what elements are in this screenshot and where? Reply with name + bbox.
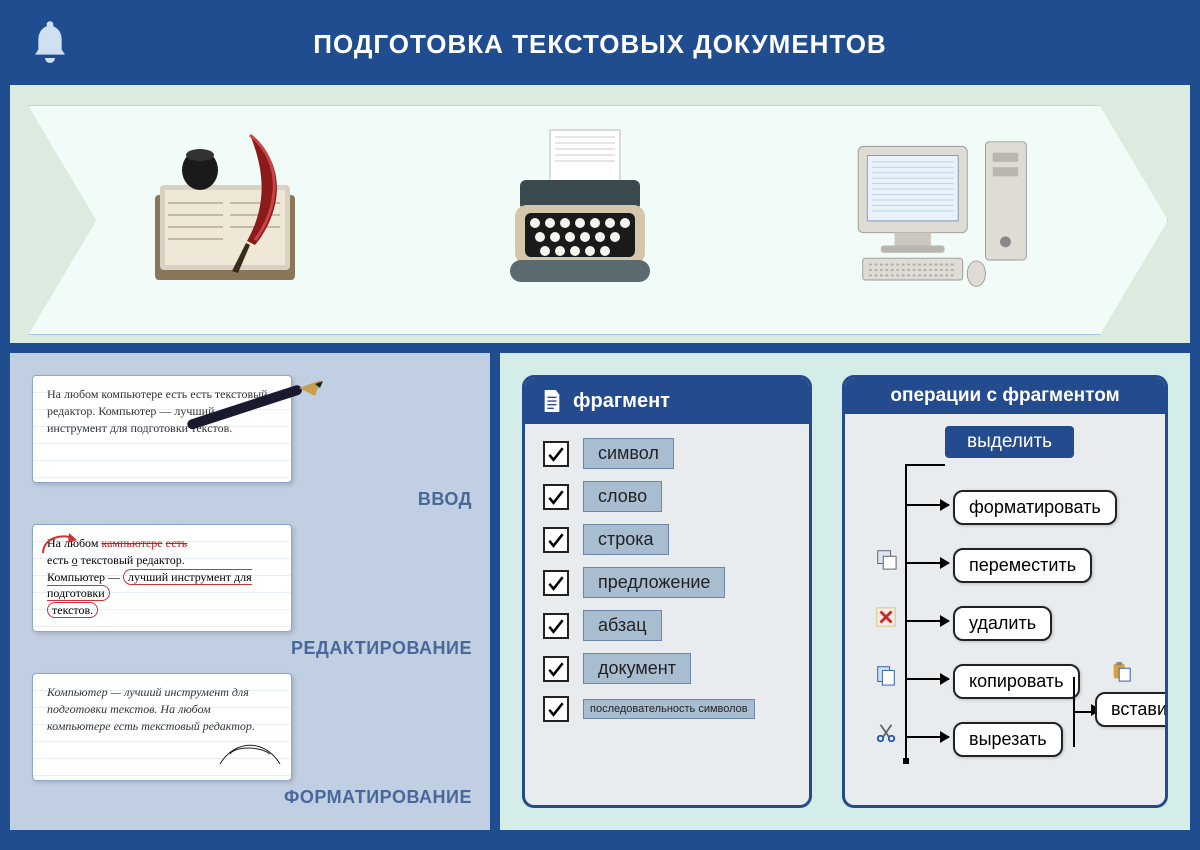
page-title: ПОДГОТОВКА ТЕКСТОВЫХ ДОКУМЕНТОВ: [10, 10, 1190, 75]
pen-icon: [181, 366, 351, 446]
stage-quill: [130, 125, 330, 295]
note-input-card: На любом компьютере есть есть текстовый …: [32, 375, 292, 483]
fragment-item: символ: [543, 438, 791, 469]
checkbox-icon: [543, 441, 569, 467]
move-icon: [875, 548, 897, 570]
copy-icon: [875, 664, 897, 686]
op-move: переместить: [953, 548, 1092, 583]
fragment-header-text: фрагмент: [573, 390, 670, 413]
right-panel: фрагмент символ слово строка предложение абз…: [500, 353, 1190, 830]
checkbox-icon: [543, 484, 569, 510]
op-delete: удалить: [953, 606, 1052, 641]
checkbox-icon: [543, 570, 569, 596]
checkbox-icon: [543, 656, 569, 682]
checkbox-icon: [543, 613, 569, 639]
fragment-header: фрагмент: [525, 378, 809, 424]
delete-icon: [875, 606, 897, 628]
paste-icon: [1110, 660, 1132, 682]
title-text: ПОДГОТОВКА ТЕКСТОВЫХ ДОКУМЕНТОВ: [90, 29, 1110, 60]
fragment-chip: строка: [583, 524, 669, 555]
bell-logo-icon: [30, 18, 70, 71]
fragment-chip: слово: [583, 481, 662, 512]
checkbox-icon: [543, 527, 569, 553]
op-cut: вырезать: [953, 722, 1063, 757]
fragment-item: слово: [543, 481, 791, 512]
fragment-box: фрагмент символ слово строка предложение абз…: [522, 375, 812, 808]
op-copy: копировать: [953, 664, 1080, 699]
fragment-item: последовательность символов: [543, 696, 791, 722]
desktop-computer-icon: [840, 125, 1040, 295]
operations-box: операции с фрагментом выделить форматиро…: [842, 375, 1168, 808]
checkbox-icon: [543, 696, 569, 722]
fragment-chip: последовательность символов: [583, 699, 755, 719]
flourish-icon: [215, 734, 285, 774]
left-panel: На любом компьютере есть есть текстовый …: [10, 353, 490, 830]
fragment-item: документ: [543, 653, 791, 684]
stage-typewriter: [480, 125, 680, 295]
note-input-block: На любом компьютере есть есть текстовый …: [32, 375, 468, 510]
document-icon: [541, 388, 563, 414]
fragment-chip: документ: [583, 653, 691, 684]
fragment-chip: символ: [583, 438, 674, 469]
label-input: ВВОД: [32, 489, 472, 510]
note-formatting-text: Компьютер — лучший инструмент для подгот…: [47, 685, 255, 733]
op-format: форматировать: [953, 490, 1117, 525]
quill-and-book-icon: [130, 125, 330, 295]
fragment-item: строка: [543, 524, 791, 555]
label-editing: РЕДАКТИРОВАНИЕ: [32, 638, 472, 659]
label-formatting: ФОРМАТИРОВАНИЕ: [32, 787, 472, 808]
edit-arrow-icon: [39, 529, 79, 559]
stage-computer: [840, 125, 1040, 295]
select-root: выделить: [945, 426, 1074, 458]
fragment-chip: абзац: [583, 610, 662, 641]
tree-spine: [905, 464, 907, 760]
note-formatting-block: Компьютер — лучший инструмент для подгот…: [32, 673, 468, 808]
cut-icon: [875, 722, 897, 744]
fragment-item: предложение: [543, 567, 791, 598]
note-formatting-card: Компьютер — лучший инструмент для подгот…: [32, 673, 292, 781]
op-paste: вставить: [1095, 692, 1168, 727]
evolution-arrow-panel: [10, 85, 1190, 343]
note-editing-block: На любом кампьютере есть есть о текстовы…: [32, 524, 468, 659]
typewriter-icon: [480, 125, 680, 295]
operations-header: операции с фрагментом: [845, 378, 1165, 414]
fragment-chip: предложение: [583, 567, 725, 598]
note-editing-card: На любом кампьютере есть есть о текстовы…: [32, 524, 292, 632]
fragment-item: абзац: [543, 610, 791, 641]
